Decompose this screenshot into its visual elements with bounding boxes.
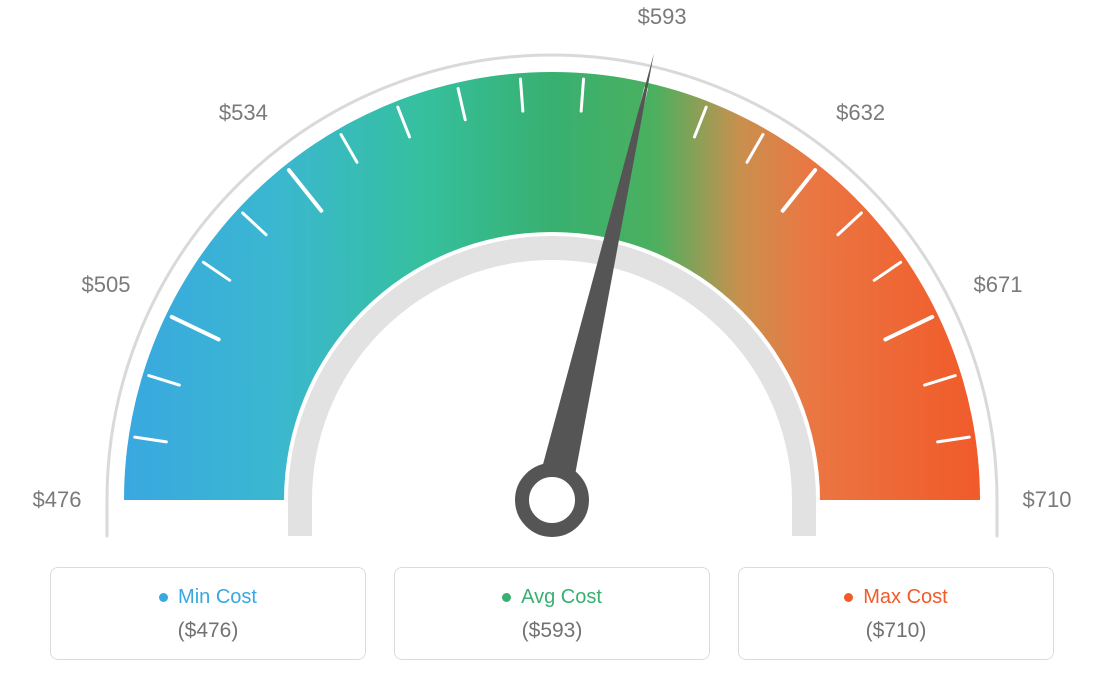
legend-row: Min Cost ($476) Avg Cost ($593) Max Cost…	[50, 567, 1054, 660]
legend-value-max: ($710)	[749, 619, 1043, 643]
dot-icon	[159, 593, 168, 602]
legend-title-max: Max Cost	[844, 586, 947, 609]
gauge-tick-label: $632	[836, 100, 885, 126]
legend-label: Max Cost	[863, 586, 947, 609]
legend-title-avg: Avg Cost	[502, 586, 602, 609]
legend-value-avg: ($593)	[405, 619, 699, 643]
legend-label: Avg Cost	[521, 586, 602, 609]
legend-card-max: Max Cost ($710)	[738, 567, 1054, 660]
dot-icon	[844, 593, 853, 602]
legend-card-min: Min Cost ($476)	[50, 567, 366, 660]
gauge-chart: $476 $505 $534 $593 $632 $671 $710	[0, 0, 1104, 560]
legend-title-min: Min Cost	[159, 586, 257, 609]
gauge-tick-label: $671	[973, 272, 1022, 298]
dot-icon	[502, 593, 511, 602]
gauge-tick-label: $476	[33, 487, 82, 513]
legend-card-avg: Avg Cost ($593)	[394, 567, 710, 660]
gauge-svg	[52, 0, 1052, 560]
gauge-tick-label: $534	[219, 100, 268, 126]
gauge-tick-label: $593	[638, 4, 687, 30]
gauge-tick-label: $505	[82, 272, 131, 298]
legend-label: Min Cost	[178, 586, 257, 609]
legend-value-min: ($476)	[61, 619, 355, 643]
gauge-tick-label: $710	[1023, 487, 1072, 513]
